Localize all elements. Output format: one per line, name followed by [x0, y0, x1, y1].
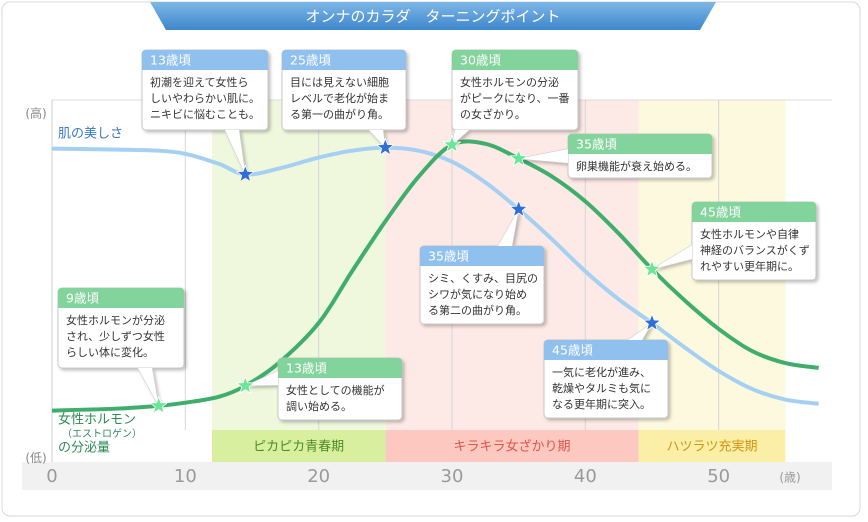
callout-text: 女性としての機能が	[286, 383, 385, 397]
title-bar	[150, 2, 716, 30]
callout-header	[544, 340, 668, 360]
callout-text: 初潮を迎えて女性ら	[150, 75, 248, 89]
callout-text: しいやわらかい肌に。	[150, 92, 260, 105]
star	[235, 164, 255, 183]
star	[149, 395, 169, 415]
band-label: ピカピカ青春期	[253, 440, 344, 455]
callout-text: され、少しずつ女性	[66, 329, 165, 343]
y-tick-label: (高)	[25, 105, 46, 120]
callout-text: 女性ホルモンの分泌	[460, 75, 559, 89]
callout-age: 9歳頃	[66, 291, 99, 306]
callout-tail-fill	[518, 149, 568, 163]
callout-text: れやすい更年期に。	[700, 259, 799, 273]
star	[235, 375, 255, 395]
y-tick-label: (低)	[25, 451, 46, 465]
callout-text: 目には見えない細胞	[290, 76, 389, 89]
callout-text: らしい体に変化。	[66, 345, 154, 359]
callout-text: 卵巣機能が衰え始める。	[576, 159, 697, 173]
band-label-bar	[638, 430, 786, 462]
callout-age: 35歳頃	[576, 137, 617, 152]
x-tick-label: 0	[46, 466, 57, 487]
star	[642, 312, 662, 332]
callout-text: 乾燥やタルミも気に	[552, 381, 651, 395]
series-label: の分泌量	[58, 441, 110, 456]
callout-tail-fill	[369, 130, 386, 148]
callout-header	[142, 50, 268, 70]
callout	[57, 287, 185, 407]
callout-header	[692, 202, 816, 222]
callout-text: 女性ホルモンが分泌	[66, 313, 165, 327]
callout-text: 女性ホルモンや自律	[700, 227, 799, 241]
callout	[451, 49, 579, 147]
x-axis-bar	[22, 462, 832, 490]
callout-tail-fill	[652, 245, 692, 270]
star	[375, 137, 395, 156]
callout-text: 神経のバランスがくず	[700, 243, 810, 257]
callout-text: る第一の曲がり角。	[290, 107, 389, 121]
star	[642, 259, 662, 278]
callout-header	[58, 288, 184, 308]
star	[509, 148, 529, 167]
x-tick-label: 30	[441, 466, 464, 487]
callout-text: の女ざかり。	[460, 107, 526, 121]
callout-text: ニキビに悩むことも。	[150, 107, 260, 121]
band-label: キラキラ女ざかり期	[453, 439, 570, 455]
callout-age: 45歳頃	[552, 343, 593, 358]
callout-header	[420, 246, 544, 266]
line	[51, 145, 819, 406]
callout-age: 35歳頃	[428, 249, 469, 264]
callout-header	[452, 50, 578, 70]
callout-age: 13歳頃	[286, 361, 327, 376]
callout	[141, 49, 269, 175]
callout-text: シワが気になり始め	[428, 287, 527, 301]
callout-header	[282, 50, 406, 70]
callout-header	[568, 134, 712, 154]
callout-text: なる更年期に突入。	[552, 397, 651, 411]
chart-title: オンナのカラダ ターニングポイント	[305, 8, 560, 26]
band-label-bar	[212, 430, 386, 462]
x-unit: (歳)	[779, 471, 800, 485]
callout-age: 45歳頃	[700, 205, 741, 220]
callout-text: がピークになり、一番	[460, 91, 570, 105]
series-label: 肌の美しさ	[58, 127, 123, 142]
callout-tail-fill	[452, 130, 469, 145]
callout-age: 25歳頃	[290, 53, 331, 68]
band-label: ハツラツ充実期	[666, 439, 757, 455]
callout-text: 一気に老化が進み、	[552, 365, 651, 379]
callout	[245, 357, 403, 421]
star	[442, 134, 462, 154]
callout-text: レベルで老化が始ま	[290, 91, 389, 105]
callout-header	[278, 358, 402, 378]
callout-tail-fill	[245, 371, 278, 386]
band-label-bar	[385, 430, 639, 462]
callout	[281, 49, 407, 150]
callout-text: 調い始める。	[286, 399, 352, 413]
callout-tail-fill	[225, 130, 246, 175]
x-tick-label: 40	[574, 466, 597, 487]
series-label: （エストロゲン）	[62, 428, 142, 440]
x-tick-label: 20	[307, 466, 330, 487]
x-tick-label: 50	[707, 466, 730, 487]
callout	[419, 209, 545, 325]
callout	[543, 322, 669, 419]
callout-text: る第二の曲がり角。	[428, 303, 527, 317]
callout-tail-fill	[498, 209, 519, 246]
callout-text: シミ、くすみ、目尻の	[428, 272, 538, 285]
callout-tail-fill	[138, 368, 159, 406]
callout-age: 13歳頃	[150, 53, 191, 68]
callout	[651, 201, 817, 281]
callout	[518, 133, 713, 179]
plot: ピカピカ青春期 キラキラ女ざかり期 ハツラツ充実期 0 10 20 30 40 50 (歳) (高)…	[22, 49, 832, 490]
x-tick-label: 10	[174, 466, 197, 487]
series-label: 女性ホルモン	[58, 412, 136, 428]
star	[509, 199, 529, 218]
callout-age: 30歳頃	[460, 53, 501, 68]
callout-tail-fill	[628, 323, 652, 340]
